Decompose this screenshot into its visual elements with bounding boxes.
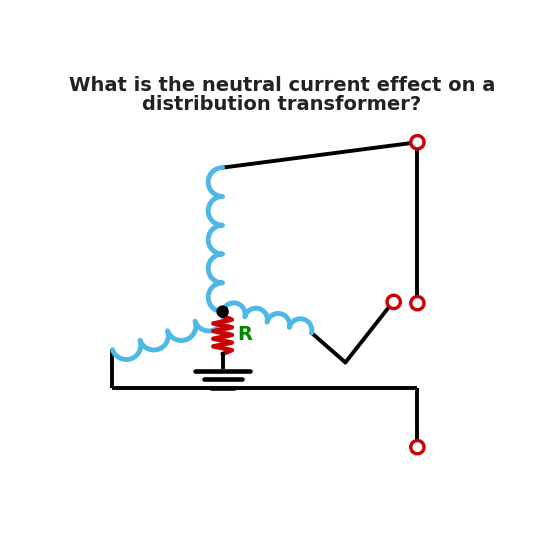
Text: What is the neutral current effect on a: What is the neutral current effect on a [69, 75, 495, 95]
Circle shape [413, 443, 422, 452]
Circle shape [410, 295, 425, 311]
Circle shape [389, 298, 398, 306]
Text: R: R [238, 326, 252, 344]
Circle shape [413, 138, 422, 146]
Circle shape [217, 306, 228, 317]
Circle shape [410, 439, 425, 455]
Circle shape [410, 135, 425, 150]
Text: distribution transformer?: distribution transformer? [142, 95, 421, 114]
Circle shape [386, 294, 402, 310]
Circle shape [413, 299, 422, 307]
